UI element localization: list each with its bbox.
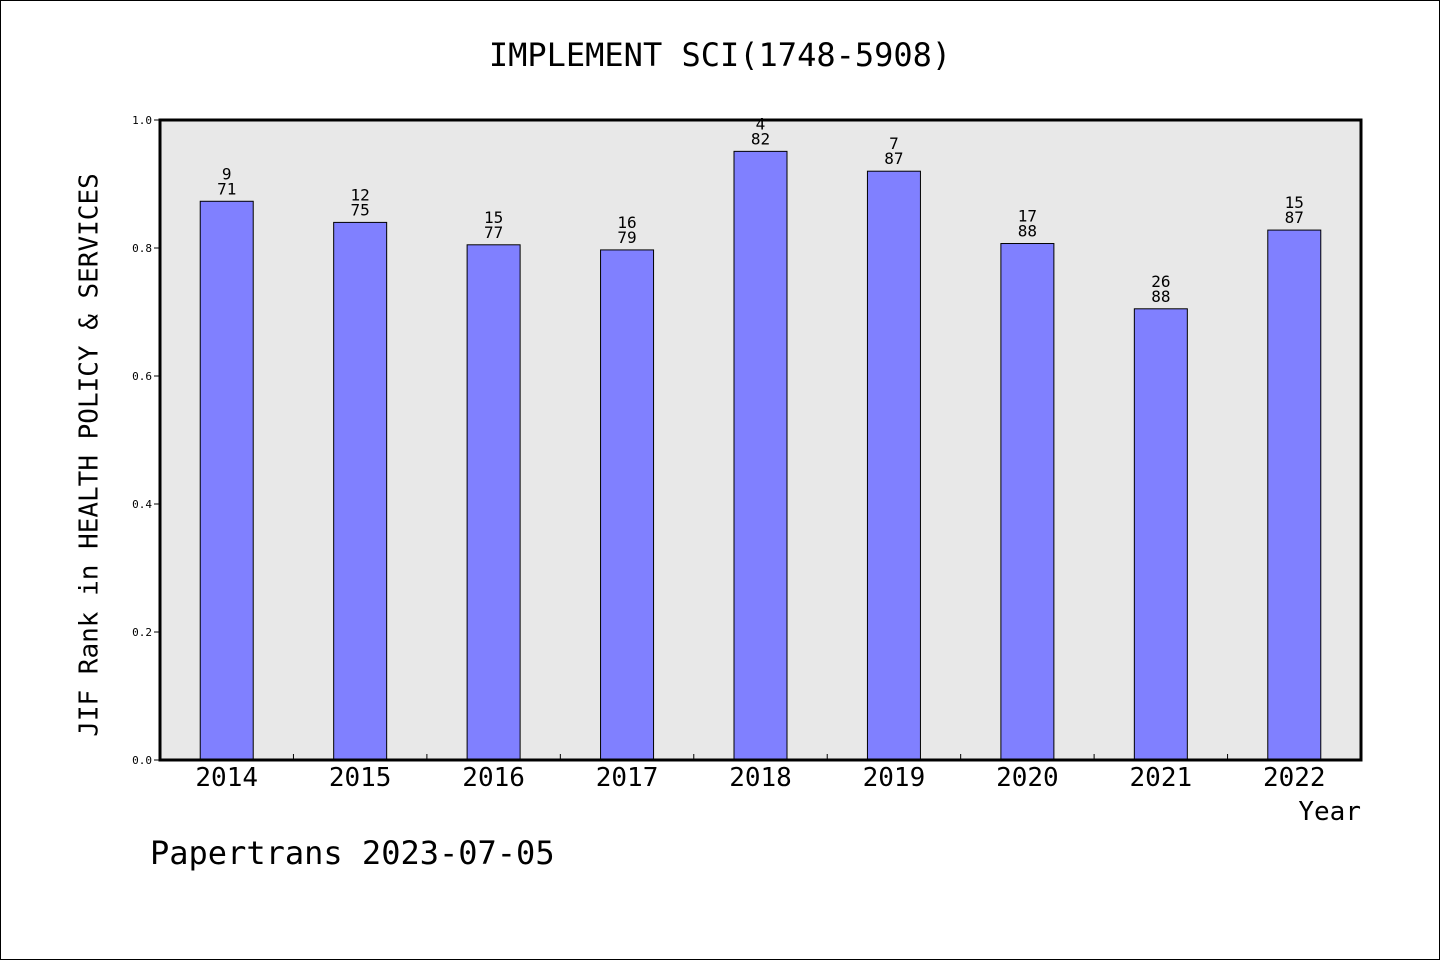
bar-2018	[733, 150, 788, 761]
bar-label-rank-2017: 16	[617, 213, 636, 232]
bar-label-rank-2019: 7	[889, 134, 899, 153]
bar-label-rank-2022: 15	[1285, 193, 1304, 212]
x-tick-label-2021: 2021	[1130, 763, 1193, 793]
chart-title: IMPLEMENT SCI(1748-5908)	[489, 36, 951, 74]
y-axis: 0.0 0.2 0.4 0.6 0.8 1.0	[132, 114, 160, 767]
bar-label-rank-2014: 9	[222, 164, 232, 183]
x-tick-label-2020: 2020	[996, 763, 1059, 793]
x-tick-label-2014: 2014	[195, 763, 258, 793]
bar-label-rank-2020: 17	[1018, 207, 1037, 226]
x-axis-label: Year	[1298, 797, 1361, 827]
x-tick-label-2015: 2015	[329, 763, 392, 793]
x-tick-label-2018: 2018	[729, 763, 792, 793]
x-tick-label-2022: 2022	[1263, 763, 1326, 793]
x-axis: 2014 2015 2016 2017 2018 2019 2020 2021 2022	[195, 754, 1326, 793]
plot-border	[158, 118, 1363, 762]
bar-2019	[866, 170, 921, 761]
bar-2017	[600, 249, 655, 761]
y-tick-label: 0.8	[132, 242, 152, 255]
y-tick-label: 1.0	[132, 114, 152, 127]
bar-label-rank-2015: 12	[351, 185, 370, 204]
bar-2022	[1267, 229, 1322, 761]
y-tick-label: 0.6	[132, 370, 152, 383]
bar-label-total-2021: 88	[1151, 287, 1170, 306]
bar-label-total-2014: 71	[217, 179, 236, 198]
bar-label-rank-2016: 15	[484, 208, 503, 227]
bar-label-total-2015: 75	[351, 200, 370, 219]
bar-label-rank-2018: 4	[756, 114, 766, 133]
bars-layer	[199, 150, 1322, 761]
x-tick-label-2017: 2017	[596, 763, 659, 793]
bar-2021	[1133, 308, 1188, 761]
bar-2016	[466, 244, 521, 761]
y-tick-label: 0.0	[132, 754, 152, 767]
bar-2014	[199, 200, 254, 761]
y-axis-label: JIF Rank in HEALTH POLICY & SERVICES	[75, 173, 105, 737]
bar-label-total-2019: 87	[884, 149, 903, 168]
y-tick-label: 0.2	[132, 626, 152, 639]
bar-label-rank-2021: 26	[1151, 272, 1170, 291]
bar-2015	[333, 221, 388, 761]
bar-label-total-2017: 79	[617, 228, 636, 247]
x-tick-label-2016: 2016	[462, 763, 525, 793]
bar-2020	[1000, 243, 1055, 761]
bar-label-total-2016: 77	[484, 223, 503, 242]
bar-label-total-2022: 87	[1285, 208, 1304, 227]
bar-label-total-2020: 88	[1018, 222, 1037, 241]
y-tick-label: 0.4	[132, 498, 152, 511]
footer-text: Papertrans 2023-07-05	[150, 834, 555, 872]
bar-label-total-2018: 82	[751, 129, 770, 148]
x-tick-label-2019: 2019	[863, 763, 926, 793]
